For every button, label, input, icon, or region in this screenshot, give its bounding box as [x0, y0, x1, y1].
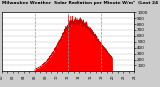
- Text: Milwaukee Weather  Solar Radiation per Minute W/m²  (Last 24 Hours): Milwaukee Weather Solar Radiation per Mi…: [2, 1, 160, 5]
